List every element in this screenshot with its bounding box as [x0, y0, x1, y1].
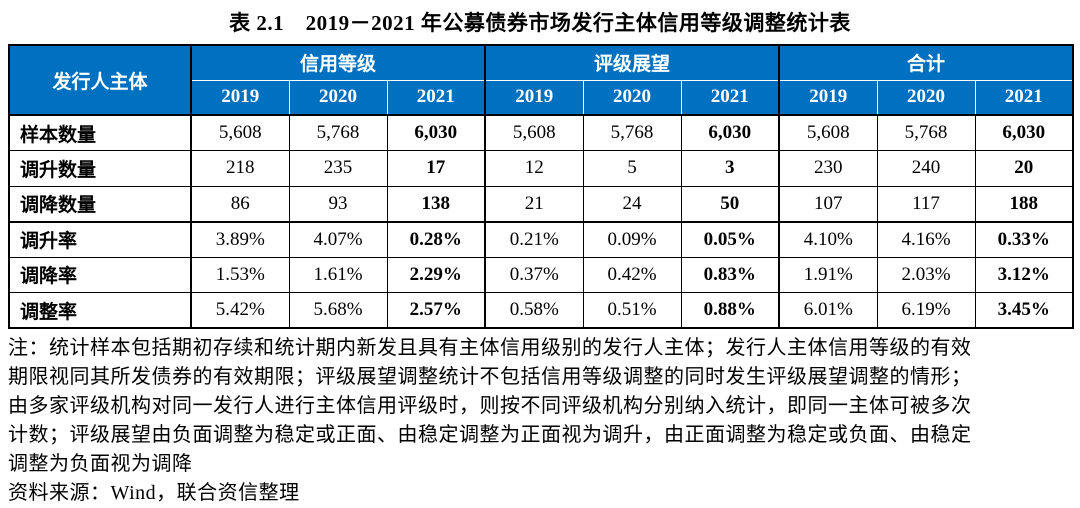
- footnote-line: 计数；评级展望由负面调整为稳定或正面、由稳定调整为正面视为调升，由正面调整为稳定…: [8, 424, 972, 446]
- data-cell: 107: [778, 185, 878, 222]
- group-header-credit-rating: 信用等级: [189, 44, 486, 81]
- data-cell: 1.91%: [778, 256, 878, 293]
- data-cell: 0.33%: [974, 220, 1074, 258]
- data-cell: 0.58%: [484, 292, 584, 329]
- footnote-line: 调整为负面视为调降: [8, 453, 193, 475]
- table-row-downgrade-rate: 调降率 1.53% 1.61% 2.29% 0.37% 0.42% 0.83% …: [8, 256, 1074, 293]
- data-cell: 5: [582, 150, 682, 187]
- data-cell: 12: [484, 150, 584, 187]
- data-cell: 2.29%: [386, 256, 486, 293]
- data-cell: 0.88%: [680, 292, 780, 329]
- data-cell: 93: [288, 185, 388, 222]
- data-cell: 2.03%: [876, 256, 976, 293]
- data-cell: 6.19%: [876, 292, 976, 329]
- data-cell: 17: [386, 150, 486, 187]
- data-cell: 5,608: [484, 114, 584, 151]
- table-row-adjustment-rate: 调整率 5.42% 5.68% 2.57% 0.58% 0.51% 0.88% …: [8, 292, 1074, 329]
- footnote-line: 注：统计样本包括期初存续和统计期内新发且具有主体信用级别的发行人主体；发行人主体…: [8, 337, 972, 359]
- data-cell: 138: [386, 185, 486, 222]
- data-cell: 5,608: [778, 114, 878, 151]
- data-cell: 6.01%: [778, 292, 878, 329]
- data-cell: 0.51%: [582, 292, 682, 329]
- data-cell: 5,608: [190, 114, 290, 151]
- table-row-upgrade-rate: 调升率 3.89% 4.07% 0.28% 0.21% 0.09% 0.05% …: [8, 220, 1074, 258]
- year-header: 2020: [876, 79, 976, 116]
- data-cell: 3.12%: [974, 256, 1074, 293]
- row-label: 调整率: [8, 292, 192, 329]
- data-cell: 0.37%: [484, 256, 584, 293]
- data-cell: 218: [190, 150, 290, 187]
- data-cell: 5,768: [582, 114, 682, 151]
- data-cell: 5,768: [288, 114, 388, 151]
- data-cell: 0.83%: [680, 256, 780, 293]
- row-label: 调降数量: [8, 185, 192, 222]
- data-cell: 5.68%: [288, 292, 388, 329]
- data-cell: 235: [288, 150, 388, 187]
- table-row-sample-count: 样本数量 5,608 5,768 6,030 5,608 5,768 6,030…: [8, 114, 1074, 151]
- row-label: 调降率: [8, 256, 192, 293]
- table-footnote: 注：统计样本包括期初存续和统计期内新发且具有主体信用级别的发行人主体；发行人主体…: [8, 334, 1072, 479]
- data-cell: 1.61%: [288, 256, 388, 293]
- data-cell: 3.45%: [974, 292, 1074, 329]
- data-cell: 3.89%: [190, 220, 290, 258]
- data-cell: 2.57%: [386, 292, 486, 329]
- corner-header-issuer: 发行人主体: [8, 44, 192, 116]
- data-cell: 188: [974, 185, 1074, 222]
- data-cell: 20: [974, 150, 1074, 187]
- row-label: 样本数量: [8, 114, 192, 151]
- data-cell: 0.28%: [386, 220, 486, 258]
- data-cell: 0.09%: [582, 220, 682, 258]
- data-cell: 4.16%: [876, 220, 976, 258]
- data-cell: 117: [876, 185, 976, 222]
- data-cell: 21: [484, 185, 584, 222]
- data-cell: 5.42%: [190, 292, 290, 329]
- data-cell: 240: [876, 150, 976, 187]
- data-cell: 86: [190, 185, 290, 222]
- year-header: 2019: [778, 79, 878, 116]
- year-header: 2021: [680, 79, 780, 116]
- data-cell: 0.21%: [484, 220, 584, 258]
- group-header-rating-outlook: 评级展望: [484, 44, 780, 81]
- year-header: 2019: [484, 79, 584, 116]
- data-cell: 4.07%: [288, 220, 388, 258]
- row-label: 调升率: [8, 220, 192, 258]
- data-cell: 230: [778, 150, 878, 187]
- data-cell: 24: [582, 185, 682, 222]
- data-cell: 6,030: [974, 114, 1074, 151]
- table-row-upgrade-count: 调升数量 218 235 17 12 5 3 230 240 20: [8, 150, 1074, 187]
- year-header: 2021: [974, 79, 1074, 116]
- data-cell: 0.05%: [680, 220, 780, 258]
- table-title: 表 2.1 2019－2021 年公募债券市场发行主体信用等级调整统计表: [229, 11, 851, 35]
- data-cell: 50: [680, 185, 780, 222]
- year-header: 2020: [288, 79, 388, 116]
- footnote-line: 由多家评级机构对同一发行人进行主体信用评级时，则按不同评级机构分别纳入统计，即同…: [8, 395, 972, 417]
- year-header: 2021: [386, 79, 486, 116]
- credit-rating-adjustment-table: 发行人主体 信用等级 评级展望 合计 2019 2020 2021 2019 2…: [8, 44, 1075, 329]
- data-cell: 4.10%: [778, 220, 878, 258]
- footnote-line: 期限视同其所发债券的有效期限；评级展望调整统计不包括信用等级调整的同时发生评级展…: [8, 366, 972, 388]
- data-cell: 0.42%: [582, 256, 682, 293]
- table-row-downgrade-count: 调降数量 86 93 138 21 24 50 107 117 188: [8, 185, 1074, 222]
- data-source: 资料来源：Wind，联合资信整理: [8, 482, 300, 504]
- data-cell: 3: [680, 150, 780, 187]
- group-header-row: 发行人主体 信用等级 评级展望 合计: [8, 44, 1074, 116]
- data-cell: 6,030: [680, 114, 780, 151]
- year-header: 2020: [582, 79, 682, 116]
- year-header: 2019: [190, 79, 290, 116]
- year-header-row: 2019 2020 2021 2019 2020 2021 2019 2020 …: [9, 79, 1074, 116]
- data-cell: 1.53%: [190, 256, 290, 293]
- data-cell: 5,768: [876, 114, 976, 151]
- group-header-total: 合计: [778, 44, 1074, 81]
- row-label: 调升数量: [8, 150, 192, 187]
- data-cell: 6,030: [386, 114, 486, 151]
